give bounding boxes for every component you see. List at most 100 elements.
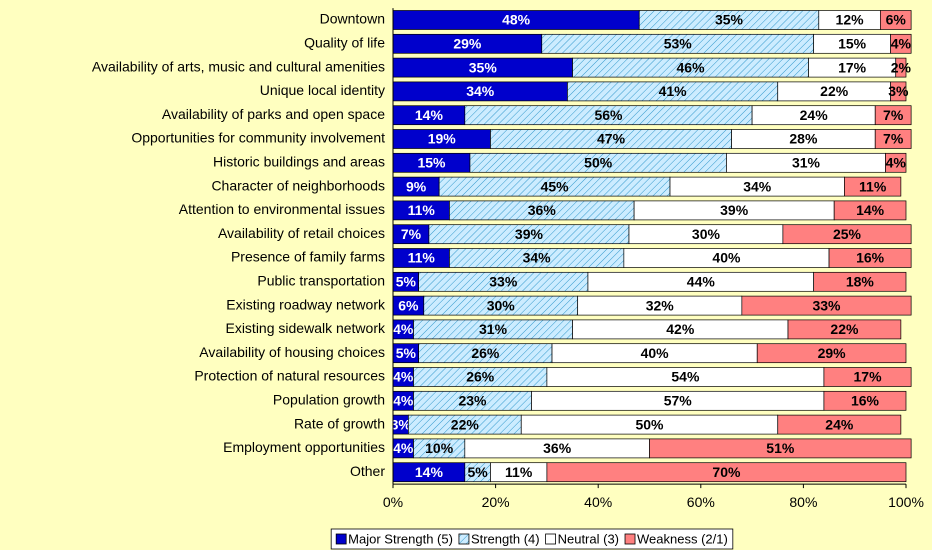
data-label: 48% bbox=[502, 12, 531, 28]
data-label: 7% bbox=[401, 226, 422, 242]
data-label: 30% bbox=[487, 297, 516, 313]
legend-label: Neutral (3) bbox=[558, 531, 619, 546]
data-label: 9% bbox=[406, 178, 427, 194]
data-label: 54% bbox=[671, 369, 700, 385]
data-label: 40% bbox=[641, 345, 670, 361]
category-label: Protection of natural resources bbox=[194, 368, 385, 384]
category-label: Availability of arts, music and cultural… bbox=[92, 58, 385, 74]
data-label: 47% bbox=[597, 131, 626, 147]
bar-segment bbox=[787, 319, 902, 340]
data-label: 40% bbox=[712, 250, 741, 266]
category-label: Availability of retail choices bbox=[218, 225, 385, 241]
data-label: 11% bbox=[859, 178, 887, 194]
data-label: 34% bbox=[523, 250, 552, 266]
data-label: 14% bbox=[415, 464, 444, 480]
legend-swatch bbox=[545, 533, 557, 545]
data-label: 35% bbox=[715, 12, 744, 28]
data-label: 50% bbox=[635, 416, 664, 432]
bar-segment bbox=[777, 414, 902, 435]
data-label: 15% bbox=[417, 155, 446, 171]
x-tick-label: 80% bbox=[789, 494, 817, 510]
bar-segment bbox=[890, 33, 912, 54]
bar-segment bbox=[890, 81, 907, 102]
legend-label: Strength (4) bbox=[471, 531, 540, 546]
data-label: 4% bbox=[393, 393, 414, 409]
data-label: 46% bbox=[677, 59, 706, 75]
bar-segment bbox=[844, 176, 902, 197]
data-label: 26% bbox=[471, 345, 500, 361]
bar-segment bbox=[823, 367, 912, 387]
data-label: 11% bbox=[505, 464, 533, 480]
data-label: 42% bbox=[666, 321, 695, 337]
data-label: 33% bbox=[489, 274, 518, 290]
bar-segment bbox=[756, 343, 907, 364]
bar-segment bbox=[895, 57, 907, 78]
data-label: 3% bbox=[391, 416, 412, 432]
data-label: 17% bbox=[838, 59, 867, 75]
data-label: 5% bbox=[396, 345, 417, 361]
data-label: 34% bbox=[743, 178, 772, 194]
data-label: 25% bbox=[833, 226, 862, 242]
data-label: 5% bbox=[396, 274, 417, 290]
data-label: 7% bbox=[883, 107, 904, 123]
data-label: 16% bbox=[851, 393, 880, 409]
category-label: Presence of family farms bbox=[231, 249, 385, 265]
data-label: 11% bbox=[408, 250, 436, 266]
data-label: 24% bbox=[825, 416, 854, 432]
data-label: 22% bbox=[830, 321, 859, 337]
data-label: 41% bbox=[659, 83, 688, 99]
category-label: Existing sidewalk network bbox=[225, 320, 386, 336]
data-label: 36% bbox=[543, 440, 572, 456]
bar-segment bbox=[649, 438, 912, 459]
data-label: 45% bbox=[541, 178, 570, 194]
data-label: 4% bbox=[393, 440, 414, 456]
data-label: 22% bbox=[820, 83, 849, 99]
bar-segment bbox=[833, 200, 907, 221]
legend-swatch bbox=[458, 533, 470, 545]
data-label: 51% bbox=[766, 440, 795, 456]
data-label: 10% bbox=[425, 440, 454, 456]
data-label: 23% bbox=[458, 393, 487, 409]
data-label: 32% bbox=[646, 297, 675, 313]
bar-segment bbox=[874, 129, 912, 149]
legend-swatch bbox=[335, 533, 347, 545]
data-label: 44% bbox=[687, 274, 716, 290]
x-tick-label: 60% bbox=[687, 494, 715, 510]
bar-segment bbox=[874, 105, 912, 126]
data-label: 50% bbox=[584, 155, 613, 171]
x-tick-label: 20% bbox=[482, 494, 510, 510]
data-label: 15% bbox=[838, 36, 867, 52]
data-label: 35% bbox=[469, 59, 498, 75]
bar-segment bbox=[546, 462, 907, 483]
data-label: 31% bbox=[479, 321, 508, 337]
bar-segment bbox=[828, 248, 912, 268]
data-label: 7% bbox=[883, 131, 904, 147]
category-label: Downtown bbox=[320, 11, 385, 27]
data-label: 30% bbox=[692, 226, 721, 242]
data-label: 14% bbox=[415, 107, 444, 123]
category-label: Historic buildings and areas bbox=[213, 154, 385, 170]
legend: Major Strength (5) Strength (4) Neutral (3… bbox=[335, 531, 728, 546]
legend-label: Major Strength (5) bbox=[348, 531, 453, 546]
data-label: 3% bbox=[888, 83, 909, 99]
data-label: 39% bbox=[515, 226, 544, 242]
bar-segment bbox=[885, 152, 907, 173]
x-tick-label: 0% bbox=[383, 494, 403, 510]
data-label: 33% bbox=[812, 297, 841, 313]
data-label: 4% bbox=[393, 321, 414, 337]
bar-segment bbox=[741, 295, 912, 316]
data-label: 39% bbox=[720, 202, 749, 218]
data-label: 28% bbox=[789, 131, 818, 147]
data-label: 12% bbox=[836, 12, 865, 28]
data-label: 11% bbox=[408, 202, 436, 218]
category-label: Character of neighborhoods bbox=[211, 177, 385, 193]
legend-label: Weakness (2/1) bbox=[637, 531, 728, 546]
data-label: 34% bbox=[466, 83, 495, 99]
category-label: Other bbox=[350, 463, 385, 479]
data-label: 26% bbox=[466, 369, 495, 385]
x-tick-label: 40% bbox=[584, 494, 612, 510]
data-label: 31% bbox=[792, 155, 821, 171]
data-label: 19% bbox=[428, 131, 457, 147]
category-label: Population growth bbox=[273, 392, 385, 408]
